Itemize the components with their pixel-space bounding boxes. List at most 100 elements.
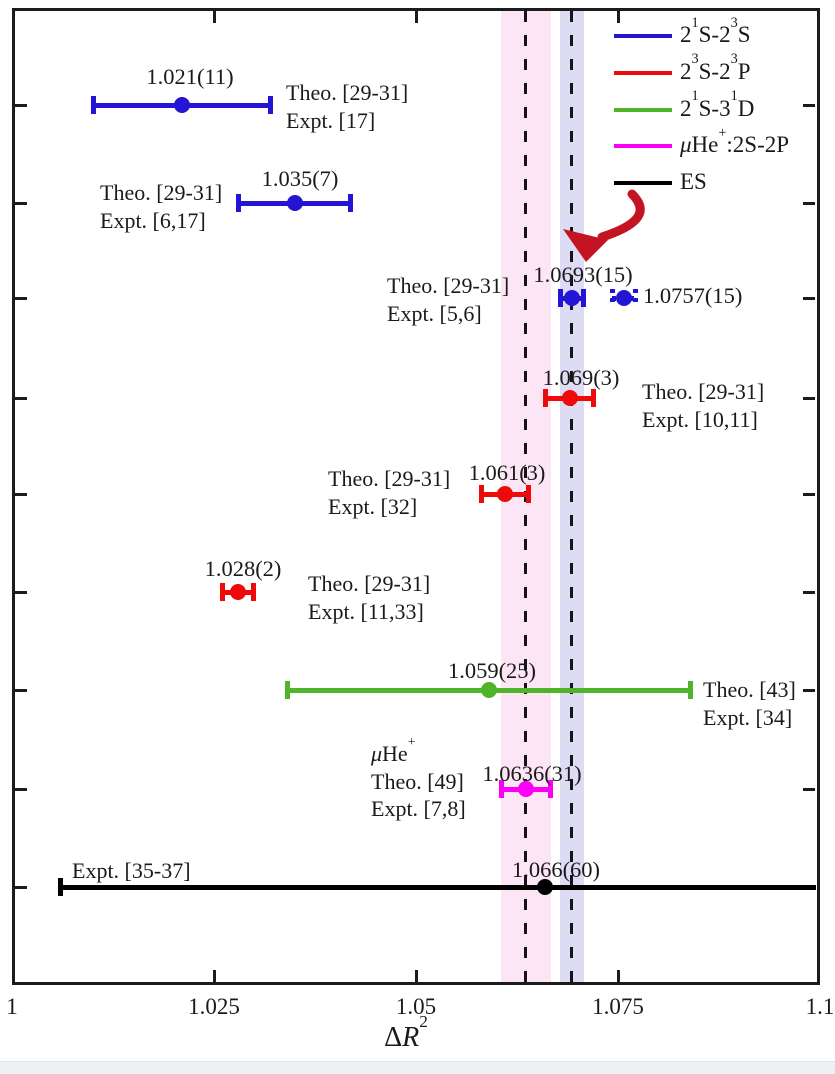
text-part: 2: [680, 22, 692, 47]
reference-line: Theo. [49]: [371, 768, 466, 796]
text-part: 1: [691, 14, 699, 31]
y-axis-tick-right: [803, 492, 815, 496]
error-bar-cap-right: [348, 194, 354, 212]
reference-label: Theo. [43] Expt. [34]: [703, 676, 796, 731]
reference-line: Theo. [29-31]: [100, 179, 222, 207]
x-axis-tick-bottom: [414, 970, 418, 982]
y-axis-tick-left: [15, 201, 27, 205]
x-tick-label: 1.025: [188, 994, 240, 1019]
legend-swatch-blue: [614, 34, 672, 38]
text-part: D: [737, 95, 755, 121]
error-bar-cap-left: [557, 289, 563, 307]
text-part: S: [737, 22, 751, 47]
x-axis-title: ΔR2: [384, 1013, 428, 1054]
reference-line: Theo. [29-31]: [308, 570, 430, 598]
text-part: μ: [371, 741, 383, 766]
reference-line: Expt. [35-37]: [72, 857, 191, 885]
value-label: 1.061(3): [468, 460, 546, 485]
text-part: 1: [730, 88, 738, 105]
legend-label-green: 21S-31D: [680, 89, 755, 122]
text-part: Theo. [49]: [371, 768, 464, 794]
marker-dot: [496, 486, 513, 502]
x-axis-title-delta: Δ: [384, 1022, 403, 1053]
error-bar-cap-left: [90, 96, 96, 114]
reference-label: Theo. [29-31] Expt. [5,6]: [387, 272, 509, 327]
error-bar: [60, 885, 816, 890]
legend-swatch-magenta: [614, 144, 672, 149]
text-part: 3: [691, 51, 699, 68]
legend-label-red: 23S-23P: [680, 52, 751, 85]
reference-line: Expt. [7,8]: [371, 795, 466, 823]
value-label: 1.066(60): [511, 857, 601, 882]
legend-swatch-red: [614, 70, 672, 75]
text-part: S-2: [698, 22, 731, 47]
marker-dot: [563, 290, 580, 306]
text-part: Theo. [29-31]: [100, 180, 223, 205]
text-part: Theo. [29-31]: [286, 80, 409, 105]
y-axis-tick-right: [803, 103, 815, 107]
x-tick-label: 1.075: [592, 994, 644, 1019]
value-label: 1.021(11): [146, 64, 234, 89]
marker-dot: [615, 290, 632, 306]
text-part: Expt. [11,33]: [308, 598, 424, 624]
text-part: Expt. [35-37]: [72, 858, 191, 883]
error-bar-cap-left: [236, 194, 242, 212]
value-label: 1.028(2): [204, 556, 282, 581]
y-axis-tick-right: [803, 396, 815, 400]
marker-dot: [517, 781, 534, 797]
error-bar-cap-left: [58, 878, 64, 896]
y-axis-tick-left: [15, 296, 27, 300]
error-bar-cap-right: [632, 289, 638, 307]
text-part: ES: [680, 169, 707, 195]
legend-swatch-green: [614, 107, 672, 112]
error-bar-cap-left: [543, 389, 549, 407]
legend-label-blue: 21S-23S: [680, 15, 751, 48]
text-part: Expt. [10,11]: [642, 406, 758, 432]
error-bar-cap-right: [687, 681, 693, 699]
reference-line: Expt. [5,6]: [387, 300, 509, 328]
value-label: 1.0636(31): [482, 761, 582, 786]
x-axis-title-exponent: 2: [419, 1012, 428, 1032]
marker-dot: [561, 390, 578, 406]
y-axis-tick-left: [15, 885, 27, 889]
x-tick-label: 1.05: [395, 994, 437, 1019]
y-axis-tick-left: [15, 396, 27, 400]
y-axis-tick-right: [803, 590, 815, 594]
text-part: Expt. [6,17]: [100, 207, 206, 233]
x-axis-tick-top: [616, 11, 620, 23]
reference-line: Expt. [34]: [703, 704, 796, 732]
error-bar-cap-right: [547, 780, 553, 798]
y-axis-tick-left: [15, 103, 27, 107]
x-axis-tick-top: [414, 11, 418, 23]
value-label: 1.069(3): [542, 365, 620, 390]
reference-line: Theo. [29-31]: [642, 378, 764, 406]
text-part: He: [382, 741, 408, 766]
x-axis-tick-bottom: [212, 970, 216, 982]
value-label: 1.0757(15): [643, 283, 743, 308]
reference-label: Theo. [29-31] Expt. [17]: [286, 79, 408, 134]
error-bar-cap-left: [220, 583, 226, 601]
viewer-bottom-strip: [0, 1061, 835, 1074]
y-axis-tick-right: [803, 296, 815, 300]
y-axis-tick-left: [15, 492, 27, 496]
reference-line: Theo. [43]: [703, 676, 796, 704]
error-bar-cap-right: [267, 96, 273, 114]
x-tick-label: 1.1: [805, 994, 835, 1019]
reference-label: Theo. [29-31] Expt. [11,33]: [308, 570, 430, 625]
text-part: +: [718, 124, 727, 141]
y-axis-tick-left: [15, 688, 27, 692]
error-bar-cap-left: [284, 681, 290, 699]
error-bar-cap-right: [526, 485, 532, 503]
y-axis-tick-left: [15, 590, 27, 594]
reference-line: Theo. [29-31]: [387, 272, 509, 300]
reference-line: Expt. [10,11]: [642, 406, 764, 434]
reference-line: μHe+: [371, 735, 466, 768]
highlight-arrow-annotation: [563, 189, 645, 262]
text-part: Expt. [17]: [286, 107, 376, 133]
text-part: Theo. [43]: [703, 677, 796, 702]
reference-dashed-line: [570, 11, 574, 982]
marker-dot: [230, 584, 247, 600]
marker-dot: [480, 682, 497, 698]
y-axis-tick-right: [803, 688, 815, 692]
